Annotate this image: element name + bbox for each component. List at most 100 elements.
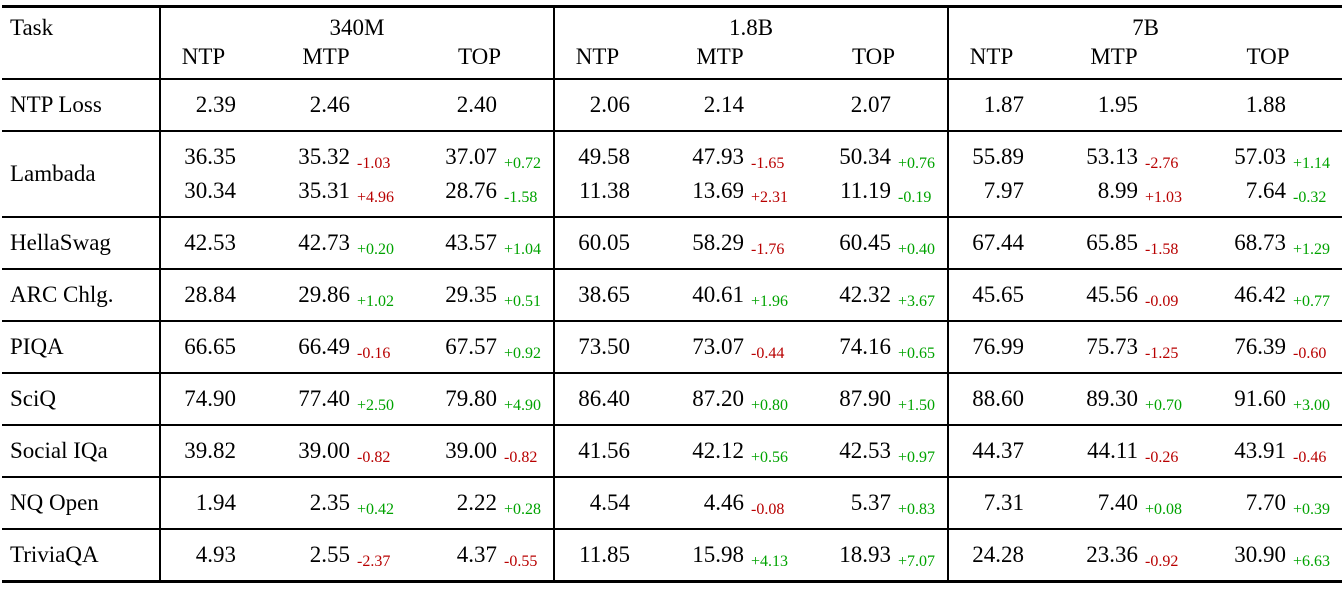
metric-value: 11.19	[840, 178, 892, 203]
value-line: 86.40	[555, 382, 640, 416]
metric-value: 91.60	[1234, 386, 1287, 411]
metric-value: 4.93	[195, 542, 236, 567]
table-row-hellaswag: HellaSwag 42.53 42.73 +0.20 43.57 +1.04 60.05 5…	[2, 217, 1342, 269]
metric-value: 7.40	[1097, 490, 1139, 515]
metric-cell: 60.45 +0.40	[800, 217, 948, 269]
delta-improvement: +0.76	[898, 155, 936, 172]
value-line: 42.73 +0.20	[246, 226, 406, 260]
metric-cell: 1.88	[1194, 79, 1342, 131]
value-line: 11.38	[555, 174, 640, 208]
metric-cell: 1.95	[1034, 79, 1194, 131]
value-line: 35.31 +4.96	[246, 174, 406, 208]
table-row-triviaqa: TriviaQA 4.93 2.55 -2.37 4.37 -0.55 11.85 15.98…	[2, 529, 1342, 582]
value-line: 88.60	[949, 382, 1034, 416]
col-header-1-8b-ntp: NTP	[553, 41, 640, 79]
metric-value: 44.37	[972, 438, 1025, 463]
value-line: 2.40	[406, 88, 553, 122]
value-line: 1.94	[161, 486, 246, 520]
value-line: 7.64 -0.32	[1194, 174, 1342, 208]
value-line: 44.11 -0.26	[1034, 434, 1194, 468]
metric-cell: 15.98 +4.13	[640, 529, 800, 582]
metric-cell: 50.34 +0.76 11.19 -0.19	[800, 131, 948, 217]
metric-cell: 42.12 +0.56	[640, 425, 800, 477]
metric-value: 43.91	[1234, 438, 1287, 463]
task-label: NQ Open	[10, 490, 99, 515]
metric-cell: 73.50	[553, 321, 640, 373]
metric-cell: 86.40	[553, 373, 640, 425]
metric-value: 42.53	[184, 230, 236, 255]
value-line: 42.12 +0.56	[640, 434, 800, 468]
metric-cell: 2.55 -2.37	[246, 529, 406, 582]
value-line: 73.07 -0.44	[640, 330, 800, 364]
metric-value: 73.50	[578, 334, 630, 359]
metric-value: 36.35	[184, 144, 236, 169]
value-line: 4.46 -0.08	[640, 486, 800, 520]
value-line: 76.99	[949, 330, 1034, 364]
metric-cell: 40.61 +1.96	[640, 269, 800, 321]
metric-cell: 37.07 +0.72 28.76 -1.58	[406, 131, 554, 217]
delta-improvement: +7.07	[898, 553, 936, 570]
metric-value: 58.29	[692, 230, 744, 255]
metric-cell: 2.40	[406, 79, 554, 131]
task-label: NTP Loss	[10, 92, 102, 117]
delta-regression: -0.44	[751, 345, 785, 362]
metric-value: 87.20	[692, 386, 744, 411]
value-line: 66.65	[161, 330, 246, 364]
metric-cell: 2.07	[800, 79, 948, 131]
metric-cell: 2.22 +0.28	[406, 477, 554, 529]
delta-regression: +4.96	[357, 189, 395, 206]
header-group-row: Task 340M 1.8B 7B	[2, 6, 1342, 41]
value-line: 60.45 +0.40	[800, 226, 947, 260]
metric-cell: 24.28	[947, 529, 1035, 582]
metric-cell: 91.60 +3.00	[1194, 373, 1342, 425]
group-header-7b: 7B	[947, 6, 1342, 41]
col-header-340m-ntp: NTP	[159, 41, 246, 79]
delta-improvement: +0.83	[898, 501, 936, 518]
metric-cell: 18.93 +7.07	[800, 529, 948, 582]
delta-improvement: +1.50	[898, 397, 936, 414]
value-line: 73.50	[555, 330, 640, 364]
metric-cell: 4.46 -0.08	[640, 477, 800, 529]
delta-improvement: +0.08	[1145, 501, 1183, 518]
metric-value: 76.39	[1234, 334, 1287, 359]
metric-value: 65.85	[1086, 230, 1139, 255]
value-line: 87.90 +1.50	[800, 382, 947, 416]
value-line: 28.76 -1.58	[406, 174, 553, 208]
metric-value: 1.87	[983, 92, 1025, 117]
metric-value: 29.35	[445, 282, 497, 307]
col-header-7b-ntp: NTP	[947, 41, 1035, 79]
metric-value: 57.03	[1234, 144, 1287, 169]
value-line: 4.37 -0.55	[406, 538, 553, 572]
value-line: 2.14	[640, 88, 800, 122]
table-row-sciq: SciQ 74.90 77.40 +2.50 79.80 +4.90 86.40 87.20 +…	[2, 373, 1342, 425]
delta-regression: -0.82	[357, 449, 391, 466]
metric-value: 2.07	[850, 92, 892, 117]
metric-value: 15.98	[692, 542, 744, 567]
task-label: ARC Chlg.	[10, 282, 114, 307]
col-header-340m-top: TOP	[457, 44, 502, 69]
metric-value: 53.13	[1086, 144, 1139, 169]
metric-value: 44.11	[1087, 438, 1139, 463]
value-line: 77.40 +2.50	[246, 382, 406, 416]
metric-cell: 23.36 -0.92	[1034, 529, 1194, 582]
value-line: 46.42 +0.77	[1194, 278, 1342, 312]
metric-value: 2.40	[456, 92, 497, 117]
value-line: 42.53	[161, 226, 246, 260]
value-line: 13.69 +2.31	[640, 174, 800, 208]
value-line: 4.93	[161, 538, 246, 572]
value-line: 30.34	[161, 174, 246, 208]
value-line: 43.91 -0.46	[1194, 434, 1342, 468]
group-header-340m: 340M	[159, 6, 554, 41]
metric-cell: 45.65	[947, 269, 1035, 321]
metric-value: 60.05	[578, 230, 630, 255]
metric-cell: 42.73 +0.20	[246, 217, 406, 269]
value-line: 50.34 +0.76	[800, 140, 947, 174]
delta-improvement: +3.67	[898, 293, 936, 310]
delta-regression: -1.03	[357, 155, 391, 172]
metric-cell: 87.90 +1.50	[800, 373, 948, 425]
metric-cell: 68.73 +1.29	[1194, 217, 1342, 269]
value-line: 89.30 +0.70	[1034, 382, 1194, 416]
metric-cell: 73.07 -0.44	[640, 321, 800, 373]
metric-cell: 2.06	[553, 79, 640, 131]
metric-value: 7.97	[983, 178, 1025, 203]
